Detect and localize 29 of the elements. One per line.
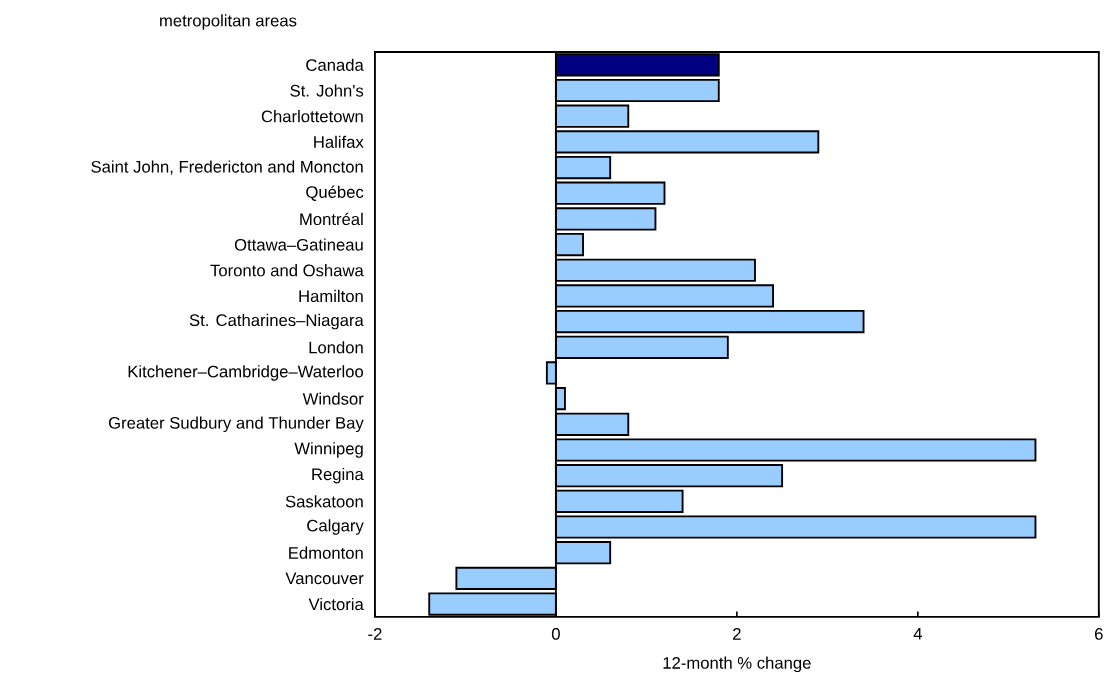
y-tick-label: Toronto and Oshawa xyxy=(210,264,364,277)
y-tick-label: St. John's xyxy=(290,84,364,97)
y-tick-label: Vancouver xyxy=(285,572,364,585)
y-tick-label: Charlottetown xyxy=(261,110,363,123)
y-tick-label: Winnipeg xyxy=(294,442,363,458)
y-tick-label: Edmonton xyxy=(289,546,363,559)
y-tick-label: Ottawa–Gatineau xyxy=(234,238,363,251)
y-tick-label: Regina xyxy=(312,467,364,484)
y-tick-label: Saskatoon xyxy=(285,495,363,508)
y-tick-label: London xyxy=(309,341,363,354)
x-tick-label: -2 xyxy=(368,628,382,640)
x-axis-title: 12-month % change xyxy=(663,656,811,673)
y-tick-label: Québec xyxy=(306,185,364,201)
y-tick-label: Windsor xyxy=(302,392,364,405)
y-tick-label: Victoria xyxy=(308,597,364,611)
y-tick-label: Canada xyxy=(306,58,364,72)
y-tick-label: Hamilton xyxy=(299,289,363,303)
x-tick-label: 6 xyxy=(1095,628,1103,640)
y-tick-label: Greater Sudbury and Thunder Bay xyxy=(108,416,364,433)
x-tick-label: 0 xyxy=(551,628,560,640)
x-tick-label: 4 xyxy=(913,628,922,640)
y-tick-label: Kitchener–Cambridge–Waterloo xyxy=(128,365,364,381)
y-tick-label: St. Catharines–Niagara xyxy=(189,313,364,330)
y-tick-label: Calgary xyxy=(307,519,364,535)
y-tick-label: Halifax xyxy=(314,135,364,149)
x-tick-label: 2 xyxy=(733,628,741,640)
y-tick-label: Saint John, Fredericton and Moncton xyxy=(91,160,363,175)
y-axis-title: metropolitan areas xyxy=(160,14,297,30)
y-tick-label: Montréal xyxy=(300,212,363,226)
